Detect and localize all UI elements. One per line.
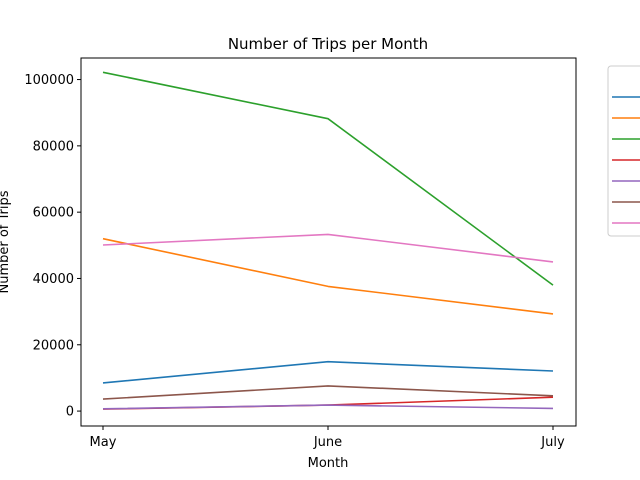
y-tick-label: 80000	[33, 139, 74, 154]
series-line-5	[102, 404, 554, 410]
y-axis: 0 20000 40000 60000 80000 100000	[24, 73, 81, 420]
series-line-7	[102, 233, 554, 263]
x-axis: May June July	[90, 426, 565, 450]
series-layer	[102, 71, 554, 410]
x-axis-title: Month	[308, 456, 349, 471]
series-line-6	[102, 385, 554, 400]
x-tick-label: May	[90, 435, 117, 450]
y-tick-label: 20000	[33, 338, 74, 353]
y-tick-label: 40000	[33, 272, 74, 287]
x-tick-label: July	[540, 435, 565, 450]
chart-title: Number of Trips per Month	[228, 35, 428, 53]
legend-frame	[607, 65, 640, 237]
y-tick-label: 60000	[33, 206, 74, 221]
y-tick-label: 100000	[24, 73, 74, 88]
series-line-2	[102, 237, 554, 315]
y-axis-title: Number of Trips	[0, 190, 12, 293]
series-line-3	[102, 71, 554, 286]
legend	[607, 65, 640, 237]
series-line-1	[102, 360, 554, 384]
x-tick-label: June	[313, 435, 342, 450]
y-tick-label: 0	[66, 405, 74, 420]
